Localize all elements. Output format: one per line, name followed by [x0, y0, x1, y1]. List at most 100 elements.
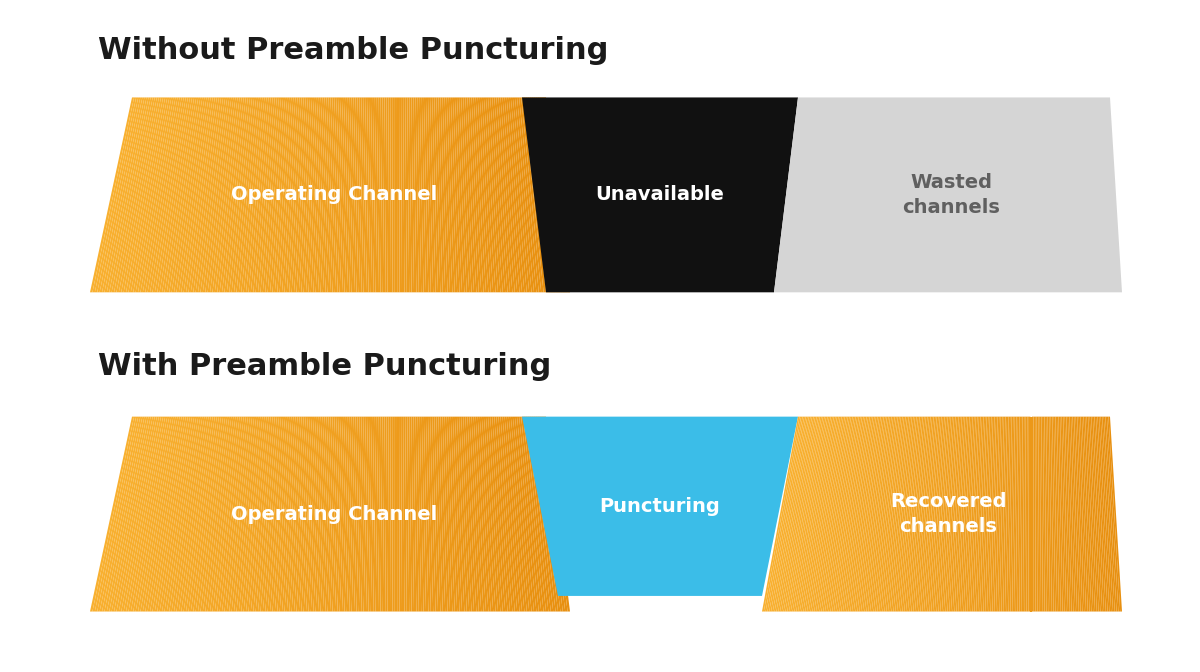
- Polygon shape: [376, 97, 380, 292]
- Polygon shape: [400, 417, 402, 612]
- Polygon shape: [203, 417, 232, 612]
- Polygon shape: [131, 97, 169, 292]
- Polygon shape: [128, 97, 167, 292]
- Polygon shape: [403, 417, 407, 612]
- Polygon shape: [116, 97, 157, 292]
- Polygon shape: [898, 417, 917, 612]
- Polygon shape: [1099, 417, 1111, 612]
- Polygon shape: [1046, 417, 1050, 612]
- Polygon shape: [227, 97, 252, 292]
- Polygon shape: [366, 97, 372, 292]
- Polygon shape: [478, 417, 493, 612]
- Polygon shape: [420, 97, 426, 292]
- Polygon shape: [304, 97, 318, 292]
- Polygon shape: [847, 417, 872, 612]
- Polygon shape: [497, 417, 515, 612]
- Polygon shape: [116, 417, 157, 612]
- Polygon shape: [210, 97, 238, 292]
- Polygon shape: [102, 97, 144, 292]
- Polygon shape: [798, 417, 830, 612]
- Polygon shape: [107, 417, 149, 612]
- Polygon shape: [474, 417, 488, 612]
- Polygon shape: [251, 417, 272, 612]
- Polygon shape: [883, 417, 904, 612]
- Polygon shape: [1062, 417, 1068, 612]
- Polygon shape: [311, 417, 324, 612]
- Polygon shape: [841, 417, 869, 612]
- Polygon shape: [308, 97, 323, 292]
- Polygon shape: [443, 417, 452, 612]
- Polygon shape: [818, 417, 848, 612]
- Polygon shape: [946, 417, 959, 612]
- Polygon shape: [174, 97, 206, 292]
- Polygon shape: [1073, 417, 1081, 612]
- Polygon shape: [1032, 417, 1034, 612]
- Polygon shape: [258, 97, 278, 292]
- Polygon shape: [437, 97, 445, 292]
- Polygon shape: [397, 97, 400, 292]
- Text: Without Preamble Puncturing: Without Preamble Puncturing: [98, 36, 608, 65]
- Polygon shape: [342, 417, 352, 612]
- Polygon shape: [472, 97, 486, 292]
- Polygon shape: [527, 417, 551, 612]
- Polygon shape: [460, 417, 472, 612]
- Polygon shape: [486, 97, 503, 292]
- Polygon shape: [474, 97, 488, 292]
- Polygon shape: [157, 417, 192, 612]
- Polygon shape: [958, 417, 970, 612]
- Polygon shape: [964, 417, 974, 612]
- Polygon shape: [277, 97, 295, 292]
- Polygon shape: [910, 417, 928, 612]
- Polygon shape: [780, 417, 815, 612]
- Polygon shape: [842, 417, 870, 612]
- Polygon shape: [948, 417, 960, 612]
- Polygon shape: [463, 97, 476, 292]
- Polygon shape: [467, 417, 481, 612]
- Polygon shape: [400, 97, 402, 292]
- Polygon shape: [794, 417, 828, 612]
- Polygon shape: [330, 417, 341, 612]
- Polygon shape: [1106, 417, 1121, 612]
- Polygon shape: [397, 417, 400, 612]
- Polygon shape: [535, 417, 560, 612]
- Polygon shape: [422, 97, 428, 292]
- Polygon shape: [878, 417, 901, 612]
- Text: Recovered
channels: Recovered channels: [889, 492, 1007, 536]
- Polygon shape: [998, 417, 1004, 612]
- Polygon shape: [451, 417, 462, 612]
- Polygon shape: [325, 97, 337, 292]
- Polygon shape: [953, 417, 965, 612]
- Polygon shape: [766, 417, 803, 612]
- Polygon shape: [534, 417, 558, 612]
- Polygon shape: [443, 97, 452, 292]
- Polygon shape: [461, 417, 474, 612]
- Polygon shape: [406, 417, 409, 612]
- Polygon shape: [340, 417, 349, 612]
- Polygon shape: [148, 417, 184, 612]
- Polygon shape: [490, 417, 508, 612]
- Polygon shape: [109, 417, 151, 612]
- Polygon shape: [112, 417, 152, 612]
- Polygon shape: [263, 97, 283, 292]
- Polygon shape: [335, 417, 346, 612]
- Polygon shape: [512, 97, 534, 292]
- Polygon shape: [299, 97, 314, 292]
- Polygon shape: [532, 417, 556, 612]
- Polygon shape: [444, 97, 455, 292]
- Polygon shape: [256, 417, 277, 612]
- Polygon shape: [466, 417, 479, 612]
- Polygon shape: [160, 417, 194, 612]
- Polygon shape: [1087, 417, 1097, 612]
- Polygon shape: [184, 97, 215, 292]
- Polygon shape: [1100, 417, 1114, 612]
- Polygon shape: [287, 417, 304, 612]
- Polygon shape: [420, 417, 426, 612]
- Polygon shape: [517, 97, 539, 292]
- Polygon shape: [289, 97, 306, 292]
- Polygon shape: [440, 97, 450, 292]
- Polygon shape: [208, 417, 235, 612]
- Polygon shape: [239, 417, 263, 612]
- Polygon shape: [1010, 417, 1015, 612]
- Polygon shape: [438, 417, 448, 612]
- Polygon shape: [432, 97, 440, 292]
